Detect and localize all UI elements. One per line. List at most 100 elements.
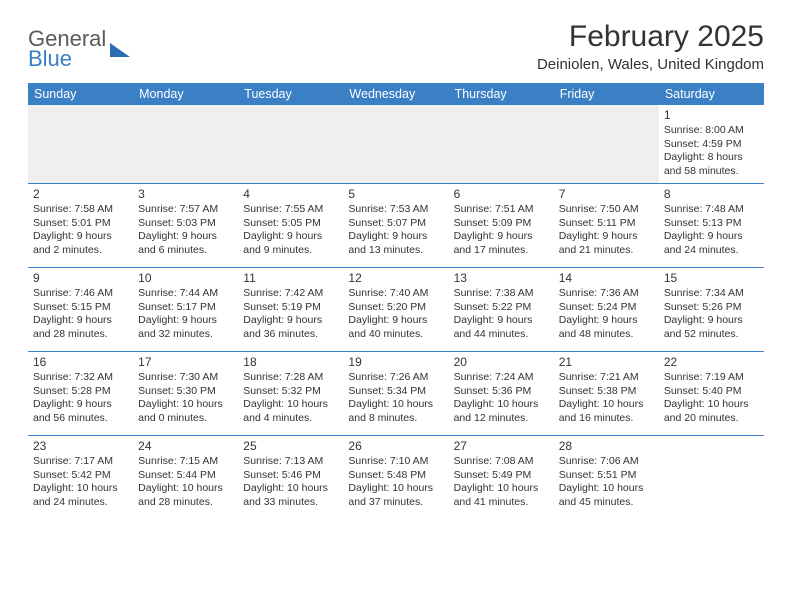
day-number: 9 <box>33 271 128 286</box>
daylight-text: and 16 minutes. <box>559 412 654 425</box>
daylight-text: and 6 minutes. <box>138 244 233 257</box>
daylight-text: Daylight: 9 hours <box>664 230 759 243</box>
month-title: February 2025 <box>537 20 764 54</box>
daylight-text: and 13 minutes. <box>348 244 443 257</box>
location-subtitle: Deiniolen, Wales, United Kingdom <box>537 56 764 73</box>
day-number: 27 <box>454 439 549 454</box>
sunset-text: Sunset: 5:36 PM <box>454 385 549 398</box>
day-number: 24 <box>138 439 233 454</box>
sunset-text: Sunset: 5:15 PM <box>33 301 128 314</box>
sunrise-text: Sunrise: 7:28 AM <box>243 371 338 384</box>
day-number: 6 <box>454 187 549 202</box>
calendar-day-cell: 19Sunrise: 7:26 AMSunset: 5:34 PMDayligh… <box>343 352 448 436</box>
calendar-day-cell: 7Sunrise: 7:50 AMSunset: 5:11 PMDaylight… <box>554 184 659 268</box>
calendar-day-cell: 13Sunrise: 7:38 AMSunset: 5:22 PMDayligh… <box>449 268 554 352</box>
daylight-text: and 28 minutes. <box>138 496 233 509</box>
daylight-text: and 12 minutes. <box>454 412 549 425</box>
daylight-text: Daylight: 10 hours <box>454 482 549 495</box>
daylight-text: Daylight: 10 hours <box>559 482 654 495</box>
weekday-header: Saturday <box>659 83 764 105</box>
daylight-text: and 58 minutes. <box>664 165 759 178</box>
daylight-text: Daylight: 9 hours <box>454 230 549 243</box>
sunrise-text: Sunrise: 7:17 AM <box>33 455 128 468</box>
daylight-text: and 37 minutes. <box>348 496 443 509</box>
logo-line2: Blue <box>28 48 106 70</box>
logo-triangle-icon <box>110 43 130 57</box>
calendar-day-cell: 25Sunrise: 7:13 AMSunset: 5:46 PMDayligh… <box>238 436 343 520</box>
sunset-text: Sunset: 5:24 PM <box>559 301 654 314</box>
sunrise-text: Sunrise: 7:50 AM <box>559 203 654 216</box>
calendar-day-cell: 26Sunrise: 7:10 AMSunset: 5:48 PMDayligh… <box>343 436 448 520</box>
calendar-week-row: 23Sunrise: 7:17 AMSunset: 5:42 PMDayligh… <box>28 436 764 520</box>
sunset-text: Sunset: 5:20 PM <box>348 301 443 314</box>
calendar-table: Sunday Monday Tuesday Wednesday Thursday… <box>28 83 764 520</box>
sunrise-text: Sunrise: 7:36 AM <box>559 287 654 300</box>
daylight-text: Daylight: 9 hours <box>348 314 443 327</box>
day-number: 5 <box>348 187 443 202</box>
calendar-day-cell: 24Sunrise: 7:15 AMSunset: 5:44 PMDayligh… <box>133 436 238 520</box>
calendar-day-cell: 3Sunrise: 7:57 AMSunset: 5:03 PMDaylight… <box>133 184 238 268</box>
sunset-text: Sunset: 5:09 PM <box>454 217 549 230</box>
day-number: 19 <box>348 355 443 370</box>
sunrise-text: Sunrise: 7:40 AM <box>348 287 443 300</box>
sunrise-text: Sunrise: 7:42 AM <box>243 287 338 300</box>
daylight-text: Daylight: 9 hours <box>33 314 128 327</box>
sunset-text: Sunset: 5:34 PM <box>348 385 443 398</box>
day-number: 21 <box>559 355 654 370</box>
daylight-text: and 17 minutes. <box>454 244 549 257</box>
day-number: 12 <box>348 271 443 286</box>
calendar-day-cell: 22Sunrise: 7:19 AMSunset: 5:40 PMDayligh… <box>659 352 764 436</box>
daylight-text: Daylight: 9 hours <box>33 398 128 411</box>
daylight-text: and 56 minutes. <box>33 412 128 425</box>
daylight-text: Daylight: 10 hours <box>138 398 233 411</box>
daylight-text: and 48 minutes. <box>559 328 654 341</box>
sunset-text: Sunset: 5:49 PM <box>454 469 549 482</box>
calendar-day-cell <box>659 436 764 520</box>
day-number: 11 <box>243 271 338 286</box>
calendar-day-cell: 16Sunrise: 7:32 AMSunset: 5:28 PMDayligh… <box>28 352 133 436</box>
sunrise-text: Sunrise: 7:38 AM <box>454 287 549 300</box>
weekday-header: Monday <box>133 83 238 105</box>
sunrise-text: Sunrise: 7:26 AM <box>348 371 443 384</box>
sunset-text: Sunset: 5:19 PM <box>243 301 338 314</box>
weekday-header: Tuesday <box>238 83 343 105</box>
calendar-day-cell: 27Sunrise: 7:08 AMSunset: 5:49 PMDayligh… <box>449 436 554 520</box>
day-number: 7 <box>559 187 654 202</box>
day-number: 10 <box>138 271 233 286</box>
day-number: 13 <box>454 271 549 286</box>
daylight-text: Daylight: 10 hours <box>454 398 549 411</box>
calendar-day-cell: 6Sunrise: 7:51 AMSunset: 5:09 PMDaylight… <box>449 184 554 268</box>
calendar-day-cell: 4Sunrise: 7:55 AMSunset: 5:05 PMDaylight… <box>238 184 343 268</box>
sunset-text: Sunset: 5:32 PM <box>243 385 338 398</box>
day-number: 14 <box>559 271 654 286</box>
weekday-header: Wednesday <box>343 83 448 105</box>
calendar-day-cell: 28Sunrise: 7:06 AMSunset: 5:51 PMDayligh… <box>554 436 659 520</box>
calendar-day-cell: 10Sunrise: 7:44 AMSunset: 5:17 PMDayligh… <box>133 268 238 352</box>
calendar-day-cell: 1Sunrise: 8:00 AMSunset: 4:59 PMDaylight… <box>659 105 764 184</box>
sunset-text: Sunset: 5:38 PM <box>559 385 654 398</box>
day-number: 15 <box>664 271 759 286</box>
calendar-day-cell: 12Sunrise: 7:40 AMSunset: 5:20 PMDayligh… <box>343 268 448 352</box>
daylight-text: Daylight: 10 hours <box>559 398 654 411</box>
calendar-day-cell: 20Sunrise: 7:24 AMSunset: 5:36 PMDayligh… <box>449 352 554 436</box>
weekday-header: Friday <box>554 83 659 105</box>
daylight-text: and 36 minutes. <box>243 328 338 341</box>
sunset-text: Sunset: 5:51 PM <box>559 469 654 482</box>
daylight-text: and 21 minutes. <box>559 244 654 257</box>
sunset-text: Sunset: 5:11 PM <box>559 217 654 230</box>
sunrise-text: Sunrise: 7:24 AM <box>454 371 549 384</box>
sunrise-text: Sunrise: 7:53 AM <box>348 203 443 216</box>
sunset-text: Sunset: 5:22 PM <box>454 301 549 314</box>
sunset-text: Sunset: 5:40 PM <box>664 385 759 398</box>
sunrise-text: Sunrise: 7:55 AM <box>243 203 338 216</box>
sunrise-text: Sunrise: 7:08 AM <box>454 455 549 468</box>
calendar-day-cell <box>133 105 238 184</box>
sunrise-text: Sunrise: 7:06 AM <box>559 455 654 468</box>
calendar-day-cell: 14Sunrise: 7:36 AMSunset: 5:24 PMDayligh… <box>554 268 659 352</box>
sunrise-text: Sunrise: 8:00 AM <box>664 124 759 137</box>
calendar-day-cell: 5Sunrise: 7:53 AMSunset: 5:07 PMDaylight… <box>343 184 448 268</box>
sunrise-text: Sunrise: 7:10 AM <box>348 455 443 468</box>
daylight-text: and 44 minutes. <box>454 328 549 341</box>
day-number: 17 <box>138 355 233 370</box>
calendar-day-cell: 2Sunrise: 7:58 AMSunset: 5:01 PMDaylight… <box>28 184 133 268</box>
